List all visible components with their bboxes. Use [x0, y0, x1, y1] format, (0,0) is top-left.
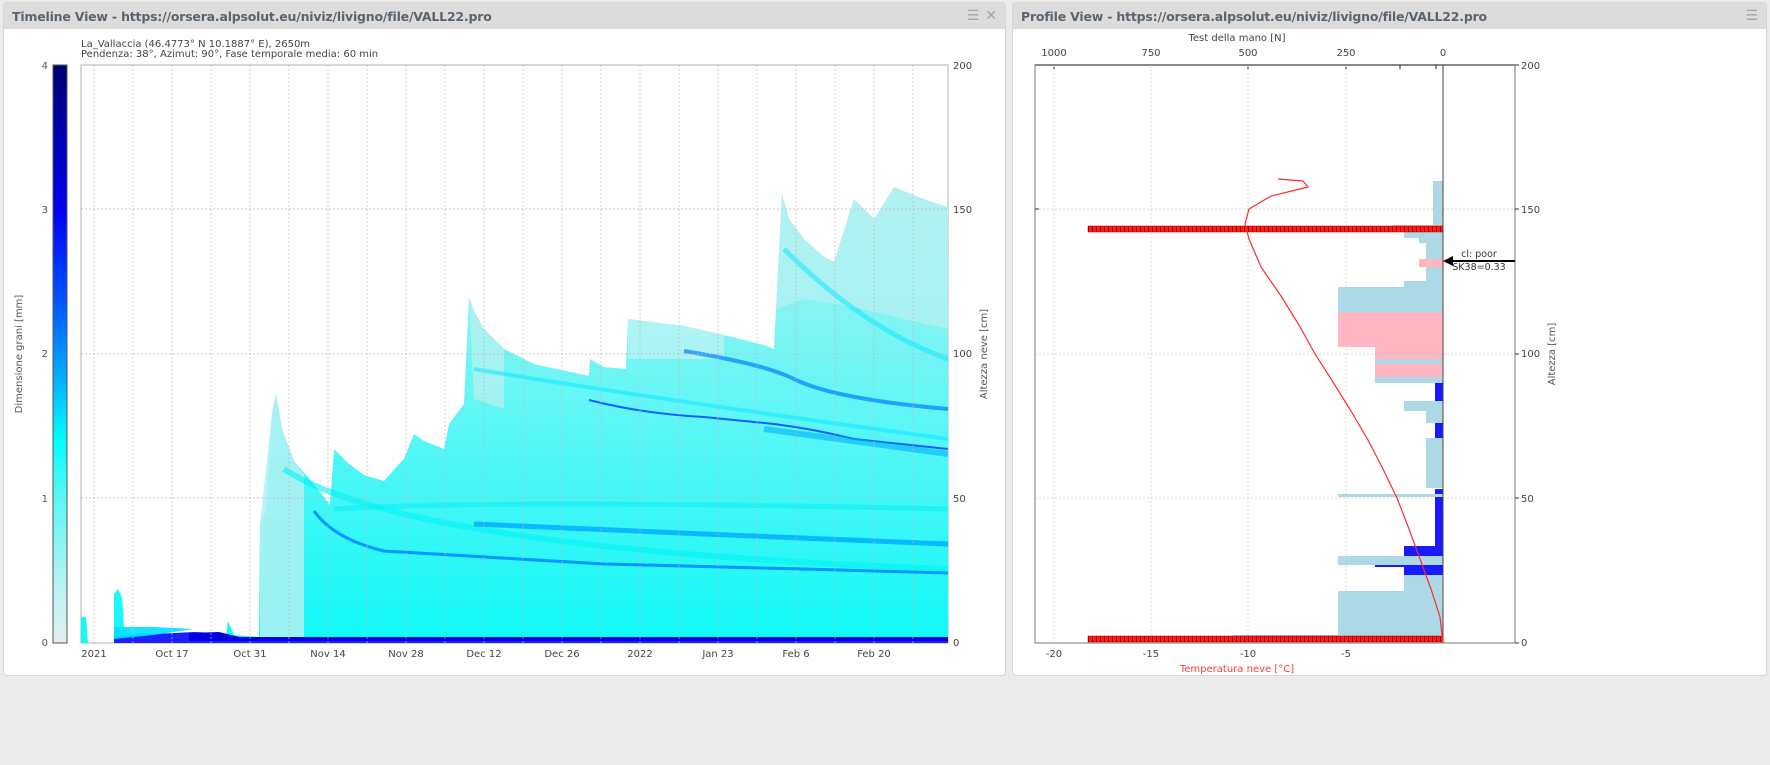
- profile-panel-header[interactable]: Profile View - https://orsera.alpsolut.e…: [1013, 3, 1766, 29]
- svg-text:-5: -5: [1341, 649, 1351, 660]
- svg-text:-20: -20: [1046, 649, 1062, 660]
- svg-text:2: 2: [42, 349, 48, 360]
- hamburger-menu-icon[interactable]: ☰: [1745, 8, 1758, 24]
- svg-text:1000: 1000: [1041, 48, 1066, 59]
- hamburger-menu-icon[interactable]: ☰: [966, 8, 980, 24]
- temperature-ticks: -20 -15 -10 -5: [1046, 649, 1351, 660]
- svg-text:cl: poor: cl: poor: [1461, 249, 1497, 260]
- svg-text:200: 200: [953, 61, 972, 72]
- svg-text:-10: -10: [1240, 649, 1256, 660]
- svg-text:50: 50: [1521, 494, 1534, 505]
- colorbar-ticks: 0 1 2 3 4: [42, 61, 48, 649]
- timeline-panel-title: Timeline View - https://orsera.alpsolut.…: [12, 8, 492, 24]
- svg-text:150: 150: [1521, 205, 1540, 216]
- svg-text:Dec 12: Dec 12: [466, 649, 501, 660]
- svg-text:Jan 23: Jan 23: [701, 649, 733, 660]
- svg-text:Nov 28: Nov 28: [388, 649, 423, 660]
- svg-text:Oct 31: Oct 31: [233, 649, 266, 660]
- temperature-profile-line: [1244, 178, 1444, 644]
- colorbar: [52, 64, 68, 644]
- hand-test-axis-label: Test della mano [N]: [1187, 33, 1285, 44]
- svg-text:50: 50: [953, 494, 966, 505]
- timeline-grid: [81, 65, 948, 643]
- svg-text:4: 4: [42, 61, 48, 72]
- close-icon[interactable]: ✕: [985, 8, 997, 24]
- svg-text:1: 1: [42, 494, 48, 505]
- params-line: Pendenza: 38°, Azimut: 90°, Fase tempora…: [81, 49, 378, 60]
- svg-text:Feb 20: Feb 20: [857, 649, 891, 660]
- svg-text:3: 3: [42, 205, 48, 216]
- svg-text:-15: -15: [1143, 649, 1159, 660]
- temperature-axis-label: Temperatura neve [°C]: [1179, 664, 1294, 675]
- profile-chart[interactable]: Test della mano [N] 1000 750 500 250 0 K…: [1013, 29, 1767, 675]
- svg-text:750: 750: [1141, 48, 1160, 59]
- svg-text:0: 0: [953, 638, 959, 649]
- svg-text:Oct 17: Oct 17: [155, 649, 188, 660]
- timeline-y-label: Altezza neve [cm]: [979, 309, 990, 399]
- svg-text:200: 200: [1521, 61, 1540, 72]
- profile-panel-title: Profile View - https://orsera.alpsolut.e…: [1021, 8, 1487, 24]
- hardness-layers: [1233, 181, 1443, 641]
- svg-text:Nov 14: Nov 14: [310, 649, 345, 660]
- svg-text:0: 0: [1521, 638, 1527, 649]
- timeline-x-ticks: 2021 Oct 17 Oct 31 Nov 14 Nov 28 Dec 12 …: [81, 649, 891, 660]
- stability-annotation: cl: poor SK38=0.33: [1443, 249, 1515, 273]
- svg-text:Dec 26: Dec 26: [544, 649, 579, 660]
- svg-text:2021: 2021: [81, 649, 106, 660]
- svg-text:500: 500: [1238, 48, 1257, 59]
- svg-text:0: 0: [42, 638, 48, 649]
- colorbar-label: Dimensione grani [mm]: [14, 295, 25, 414]
- svg-text:100: 100: [953, 349, 972, 360]
- profile-y-label: Altezza [cm]: [1547, 323, 1558, 386]
- profile-panel: Profile View - https://orsera.alpsolut.e…: [1012, 2, 1767, 676]
- timeline-panel-header[interactable]: Timeline View - https://orsera.alpsolut.…: [4, 3, 1005, 29]
- timeline-panel: Timeline View - https://orsera.alpsolut.…: [3, 2, 1006, 676]
- station-line: La_Vallaccia (46.4773° N 10.1887° E), 26…: [81, 39, 310, 50]
- svg-text:250: 250: [1336, 48, 1355, 59]
- svg-text:0: 0: [1440, 48, 1446, 59]
- svg-text:SK38=0.33: SK38=0.33: [1452, 262, 1505, 273]
- svg-text:Feb 6: Feb 6: [782, 649, 809, 660]
- timeline-chart[interactable]: La_Vallaccia (46.4773° N 10.1887° E), 26…: [4, 29, 1006, 675]
- hand-test-ticks: 1000 750 500 250 0: [1041, 48, 1446, 59]
- profile-y-ticks: 0 50 100 150 200: [1521, 61, 1540, 649]
- svg-text:150: 150: [953, 205, 972, 216]
- svg-text:100: 100: [1521, 349, 1540, 360]
- svg-text:2022: 2022: [627, 649, 652, 660]
- timeline-y-ticks: 0 50 100 150 200: [953, 61, 972, 649]
